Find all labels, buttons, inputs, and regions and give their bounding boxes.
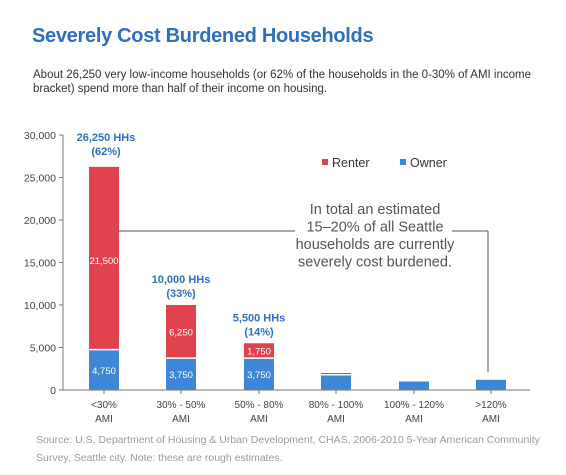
- y-tick-label: 15,000: [24, 258, 56, 270]
- y-tick-label: 0: [50, 385, 56, 397]
- bar-renter-label: 21,500: [89, 256, 118, 267]
- y-tick-label: 25,000: [24, 173, 56, 185]
- x-tick-label: >120%: [475, 400, 507, 411]
- x-tick-label: AMI: [95, 414, 113, 425]
- bar-owner: [476, 379, 506, 390]
- callout-text-line: severely cost burdened.: [298, 255, 452, 271]
- bar-owner: [166, 358, 196, 390]
- bar-total-label: (14%): [244, 326, 274, 338]
- legend-renter-label: Renter: [332, 156, 370, 170]
- bar-total-label: (62%): [91, 146, 121, 158]
- chart-subtitle: About 26,250 very low-income households …: [33, 69, 531, 95]
- x-tick-label: AMI: [172, 414, 190, 425]
- x-tick-label: 100% - 120%: [384, 400, 444, 411]
- y-tick-label: 30,000: [24, 130, 56, 142]
- x-tick-label: AMI: [405, 414, 423, 425]
- x-tick-label: AMI: [250, 414, 268, 425]
- bar-renter: [89, 166, 119, 350]
- bar-owner: [399, 381, 429, 390]
- bar-renter-label: 1,750: [247, 347, 271, 358]
- y-tick-label: 20,000: [24, 215, 56, 227]
- x-tick-label: 50% - 80%: [235, 400, 284, 411]
- bar-owner-label: 3,750: [247, 370, 271, 381]
- x-tick-label: AMI: [482, 414, 500, 425]
- x-tick-label: <30%: [91, 400, 117, 411]
- bar-total-label: 26,250 HHs: [77, 132, 136, 144]
- bar-owner-label: 3,750: [169, 370, 193, 381]
- bar-owner: [244, 358, 274, 390]
- chart-title: Severely Cost Burdened Households: [32, 25, 374, 47]
- bar-total-label: 10,000 HHs: [152, 274, 211, 286]
- bar-renter-label: 6,250: [169, 328, 193, 339]
- legend-renter-swatch: [322, 159, 328, 165]
- x-tick-label: 30% - 50%: [157, 400, 206, 411]
- bar-renter: [321, 373, 351, 375]
- y-tick-label: 5,000: [30, 343, 56, 355]
- bar-total-label: (33%): [166, 288, 196, 300]
- y-tick-label: 10,000: [24, 300, 56, 312]
- callout-text-line: households are currently: [296, 237, 456, 253]
- x-tick-label: 80% - 100%: [309, 400, 364, 411]
- bar-owner: [89, 349, 119, 390]
- bar-owner: [321, 374, 351, 390]
- callout-text-line: In total an estimated: [310, 202, 441, 218]
- legend-owner-label: Owner: [410, 156, 447, 170]
- legend-owner-swatch: [400, 159, 406, 165]
- bar-total-label: 5,500 HHs: [233, 312, 286, 324]
- bar-renter: [166, 305, 196, 359]
- callout-text-line: 15–20% of all Seattle: [306, 220, 443, 236]
- bar-renter: [244, 343, 274, 359]
- bar-owner-label: 4,750: [92, 366, 116, 377]
- x-tick-label: AMI: [327, 414, 345, 425]
- source-note: Source: U.S. Department of Housing & Urb…: [36, 434, 540, 464]
